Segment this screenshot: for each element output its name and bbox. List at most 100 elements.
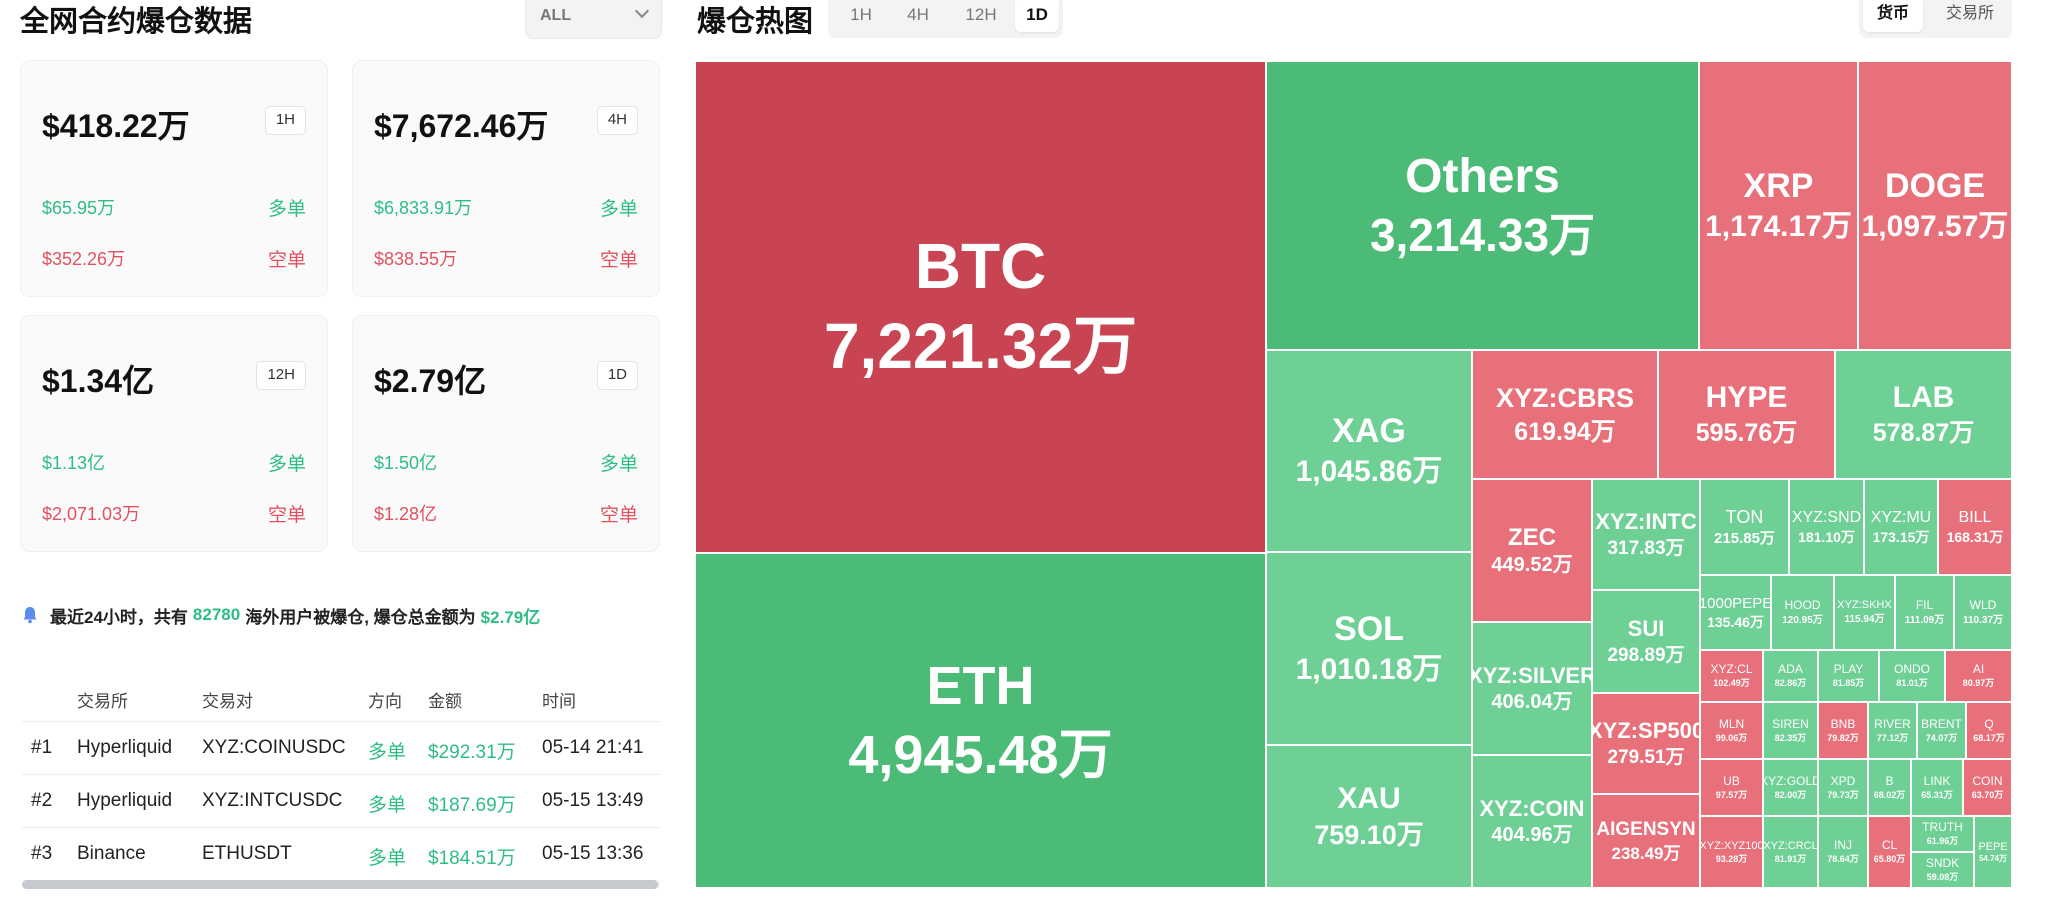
tile-symbol: UB <box>1723 773 1740 788</box>
heatmap-tile-ada[interactable]: ADA 82.86万 <box>1763 650 1818 702</box>
heatmap-tile-xyz-skhx[interactable]: XYZ:SKHX 115.94万 <box>1834 575 1895 650</box>
tile-value: 80.97万 <box>1962 678 1995 689</box>
heatmap-tile-xyz-silver[interactable]: XYZ:SILVER 406.04万 <box>1472 622 1592 755</box>
heatmap-tile-play[interactable]: PLAY 81.85万 <box>1818 650 1879 702</box>
heatmap-tile-xyz-mu[interactable]: XYZ:MU 173.15万 <box>1864 479 1938 575</box>
tab-12h[interactable]: 12H <box>965 5 997 24</box>
heatmap-tile-sndk[interactable]: SNDK 59.08万 <box>1911 852 1974 888</box>
heatmap-tile-btc[interactable]: BTC 7,221.32万 <box>695 61 1266 553</box>
heatmap-tile-inj[interactable]: INJ 78.64万 <box>1818 816 1868 888</box>
tile-value: 65.31万 <box>1921 789 1953 800</box>
heatmap-tile-truth[interactable]: TRUTH 61.96万 <box>1911 816 1974 852</box>
heatmap-tile-ton[interactable]: TON 215.85万 <box>1700 479 1789 575</box>
heatmap-tile-zec[interactable]: ZEC 449.52万 <box>1472 479 1592 622</box>
heatmap-tile-wld[interactable]: WLD 110.37万 <box>1954 575 2012 650</box>
heatmap-tile-xyz-xyz100[interactable]: XYZ:XYZ100 93.28万 <box>1700 816 1763 888</box>
heatmap-tile-link[interactable]: LINK 65.31万 <box>1911 759 1963 816</box>
heatmap-tile-others[interactable]: Others 3,214.33万 <box>1266 61 1699 350</box>
heatmap-tile-xyz-crcl[interactable]: XYZ:CRCL 81.91万 <box>1763 816 1818 888</box>
heatmap-tile-river[interactable]: RIVER 77.12万 <box>1868 702 1917 759</box>
tile-value: 74.07万 <box>1925 732 1958 743</box>
heatmap-tile-bnb[interactable]: BNB 79.82万 <box>1818 702 1868 759</box>
heatmap-tile-sui[interactable]: SUI 298.89万 <box>1592 590 1700 693</box>
heatmap-tile-cl[interactable]: CL 65.80万 <box>1868 816 1911 888</box>
heatmap-tile-xau[interactable]: XAU 759.10万 <box>1266 745 1472 888</box>
view-toggle: 货币 交易所 <box>1859 0 2012 38</box>
pair-cell: XYZ:INTCUSDC <box>202 790 343 811</box>
tile-value: 77.12万 <box>1876 732 1909 743</box>
heatmap-tile-mln[interactable]: MLN 99.06万 <box>1700 702 1763 759</box>
exchange-cell: Hyperliquid <box>77 737 173 758</box>
heatmap-tile-brent[interactable]: BRENT 74.07万 <box>1917 702 1966 759</box>
long-amount: $65.95万 <box>42 198 116 218</box>
heatmap-tile-b[interactable]: B 68.02万 <box>1868 759 1911 816</box>
heatmap-tile-eth[interactable]: ETH 4,945.48万 <box>695 553 1266 888</box>
heatmap-tile-xrp[interactable]: XRP 1,174.17万 <box>1699 61 1858 350</box>
header-pair: 交易对 <box>202 692 253 711</box>
heatmap-tile-hype[interactable]: HYPE 595.76万 <box>1658 350 1835 479</box>
scrollbar-thumb[interactable] <box>22 880 658 889</box>
header-amount: 金额 <box>428 692 462 711</box>
heatmap-tile-lab[interactable]: LAB 578.87万 <box>1835 350 2012 479</box>
heatmap-tile-siren[interactable]: SIREN 82.35万 <box>1763 702 1818 759</box>
liquidation-heatmap: BTC 7,221.32万 ETH 4,945.48万 Others 3,214… <box>695 61 2012 888</box>
tile-symbol: COIN <box>1972 773 2003 788</box>
heatmap-tile-xyz-cl[interactable]: XYZ:CL 102.49万 <box>1700 650 1763 702</box>
tile-symbol: MLN <box>1718 716 1745 731</box>
heatmap-tile-xyz-coin[interactable]: XYZ:COIN 404.96万 <box>1472 755 1592 888</box>
tile-value: 65.80万 <box>1873 854 1906 865</box>
tile-value: 3,214.33万 <box>1369 208 1596 261</box>
rank-cell: #2 <box>31 790 53 811</box>
heatmap-tile-hood[interactable]: HOOD 120.95万 <box>1771 575 1834 650</box>
heatmap-tile-xpd[interactable]: XPD 79.73万 <box>1818 759 1868 816</box>
heatmap-tile-bill[interactable]: BILL 168.31万 <box>1938 479 2012 575</box>
tab-by-coin[interactable]: 货币 <box>1863 0 1923 32</box>
exchange-cell: Binance <box>77 843 146 864</box>
table-row[interactable]: #3 Binance ETHUSDT 多单 $184.51万 05-15 13:… <box>22 827 660 881</box>
heatmap-tile-q[interactable]: Q 68.17万 <box>1966 702 2012 759</box>
short-amount: $838.55万 <box>374 249 458 269</box>
heatmap-tile-ondo[interactable]: ONDO 81.01万 <box>1879 650 1945 702</box>
tab-1h[interactable]: 1H <box>850 5 872 24</box>
tile-value: 406.04万 <box>1491 691 1573 714</box>
heatmap-tile-sol[interactable]: SOL 1,010.18万 <box>1266 552 1472 745</box>
exchange-select[interactable]: ALL <box>525 0 662 39</box>
tab-1d[interactable]: 1D <box>1015 0 1059 32</box>
table-row[interactable]: #1 Hyperliquid XYZ:COINUSDC 多单 $292.31万 … <box>22 721 660 775</box>
tile-value: 449.52万 <box>1491 554 1573 577</box>
tile-symbol: ADA <box>1778 662 1803 677</box>
tab-4h[interactable]: 4H <box>907 5 929 24</box>
heatmap-tile-coin[interactable]: COIN 63.70万 <box>1963 759 2012 816</box>
heatmap-tile-xag[interactable]: XAG 1,045.86万 <box>1266 350 1472 552</box>
heatmap-tile-pepe[interactable]: PEPE 54.74万 <box>1974 816 2012 888</box>
heatmap-tile-fil[interactable]: FIL 111.09万 <box>1895 575 1954 650</box>
tile-value: 59.08万 <box>1926 872 1959 883</box>
table-row[interactable]: #2 Hyperliquid XYZ:INTCUSDC 多单 $187.69万 … <box>22 774 660 828</box>
tile-symbol: BTC <box>914 230 1047 303</box>
tab-by-exchange[interactable]: 交易所 <box>1945 5 1994 22</box>
tile-symbol: SOL <box>1334 609 1404 648</box>
tile-value: 759.10万 <box>1314 820 1424 851</box>
heatmap-tile-1000pepe[interactable]: 1000PEPE 135.46万 <box>1700 575 1771 650</box>
heatmap-tile-doge[interactable]: DOGE 1,097.57万 <box>1858 61 2012 350</box>
heatmap-tile-xyz-cbrs[interactable]: XYZ:CBRS 619.94万 <box>1472 350 1658 479</box>
heatmap-tile-xyz-gold[interactable]: XYZ:GOLD 82.00万 <box>1763 759 1818 816</box>
tile-value: 54.74万 <box>1978 854 2008 864</box>
tile-value: 215.85万 <box>1714 529 1775 547</box>
short-amount: $2,071.03万 <box>42 504 141 524</box>
long-label: 多单 <box>599 199 638 220</box>
tile-value: 82.00万 <box>1774 789 1807 800</box>
heatmap-tile-aigensyn[interactable]: AIGENSYN 238.49万 <box>1592 794 1700 888</box>
heatmap-tile-xyz-snd[interactable]: XYZ:SND 181.10万 <box>1789 479 1864 575</box>
tile-value: 79.82万 <box>1827 732 1859 743</box>
tile-symbol: XAG <box>1332 412 1406 451</box>
heatmap-tile-xyz-intc[interactable]: XYZ:INTC 317.83万 <box>1592 479 1700 590</box>
tile-symbol: XAU <box>1337 781 1401 815</box>
heatmap-tile-xyz-sp500[interactable]: XYZ:SP500 279.51万 <box>1592 693 1700 794</box>
tile-symbol: XYZ:SP500 <box>1592 718 1700 744</box>
stat-card-12h: $1.34亿 12H $1.13亿 多单 $2,071.03万 空单 <box>20 315 328 552</box>
table-scrollbar[interactable] <box>22 880 660 889</box>
heatmap-tile-ai[interactable]: AI 80.97万 <box>1945 650 2012 702</box>
short-label: 空单 <box>267 505 306 526</box>
heatmap-tile-ub[interactable]: UB 97.57万 <box>1700 759 1763 816</box>
